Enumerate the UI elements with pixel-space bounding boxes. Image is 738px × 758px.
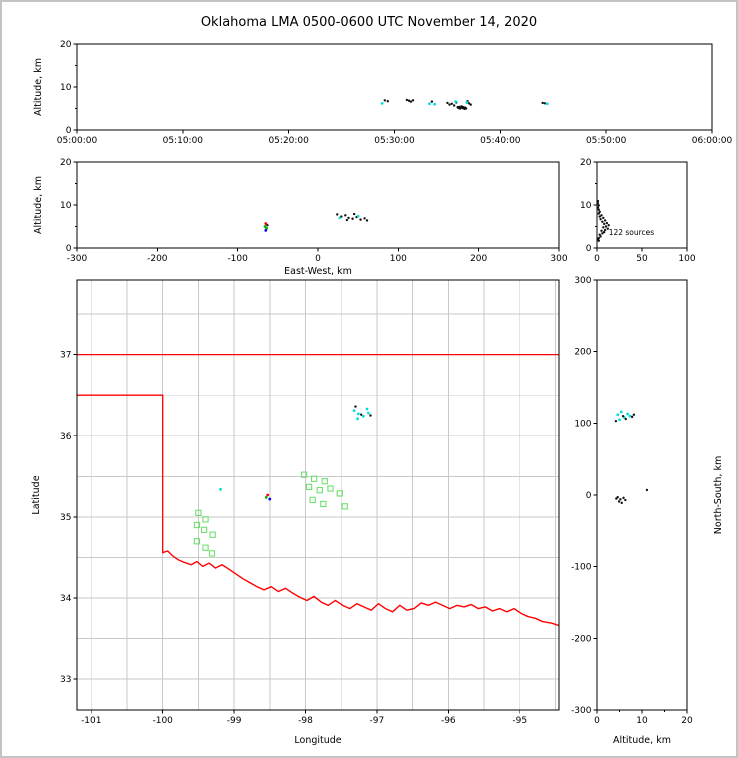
svg-text:0: 0 [594, 716, 600, 726]
svg-text:05:30:00: 05:30:00 [374, 136, 415, 146]
svg-text:200: 200 [470, 254, 487, 264]
svg-text:100: 100 [390, 254, 407, 264]
svg-text:-101: -101 [81, 716, 101, 726]
svg-text:0: 0 [315, 254, 321, 264]
svg-text:300: 300 [550, 254, 567, 264]
svg-text:Altitude, km: Altitude, km [613, 735, 671, 746]
svg-text:Altitude, km: Altitude, km [33, 176, 44, 234]
svg-text:-300: -300 [571, 706, 592, 716]
svg-text:05:20:00: 05:20:00 [268, 136, 309, 146]
svg-text:-200: -200 [571, 634, 592, 644]
svg-text:East-West, km: East-West, km [284, 266, 352, 277]
svg-text:05:10:00: 05:10:00 [163, 136, 204, 146]
svg-text:-96: -96 [441, 716, 456, 726]
svg-text:10: 10 [60, 83, 72, 93]
svg-text:-100: -100 [152, 716, 173, 726]
svg-text:33: 33 [60, 675, 71, 685]
svg-text:0: 0 [66, 244, 72, 254]
svg-text:20: 20 [60, 40, 72, 50]
svg-text:20: 20 [580, 158, 592, 168]
svg-text:20: 20 [60, 158, 72, 168]
svg-text:North-South, km: North-South, km [713, 456, 724, 534]
svg-text:0: 0 [594, 254, 600, 264]
svg-text:05:50:00: 05:50:00 [586, 136, 627, 146]
svg-text:20: 20 [681, 716, 693, 726]
svg-text:-98: -98 [298, 716, 313, 726]
svg-text:36: 36 [60, 432, 72, 442]
svg-text:Latitude: Latitude [31, 475, 42, 514]
svg-text:-300: -300 [67, 254, 88, 264]
svg-text:-95: -95 [512, 716, 527, 726]
svg-text:10: 10 [636, 716, 648, 726]
svg-text:Longitude: Longitude [294, 735, 341, 746]
svg-text:200: 200 [574, 348, 591, 358]
figure-title: Oklahoma LMA 0500-0600 UTC November 14, … [200, 15, 538, 30]
svg-text:06:00:00: 06:00:00 [692, 136, 733, 146]
svg-text:-100: -100 [571, 563, 592, 573]
svg-text:10: 10 [60, 201, 72, 211]
svg-text:300: 300 [574, 276, 591, 286]
svg-text:-97: -97 [370, 716, 385, 726]
svg-text:Altitude, km: Altitude, km [33, 58, 44, 116]
svg-text:122 sources: 122 sources [609, 228, 655, 237]
svg-text:0: 0 [586, 244, 592, 254]
svg-text:50: 50 [636, 254, 648, 264]
svg-text:-99: -99 [227, 716, 242, 726]
svg-text:100: 100 [678, 254, 695, 264]
svg-text:-200: -200 [147, 254, 168, 264]
svg-text:0: 0 [586, 491, 592, 501]
svg-text:100: 100 [574, 419, 591, 429]
svg-text:05:00:00: 05:00:00 [57, 136, 98, 146]
svg-text:37: 37 [60, 351, 71, 361]
svg-text:35: 35 [60, 513, 71, 523]
svg-text:0: 0 [66, 126, 72, 136]
svg-text:05:40:00: 05:40:00 [480, 136, 521, 146]
svg-text:34: 34 [60, 594, 72, 604]
svg-text:10: 10 [580, 201, 592, 211]
svg-text:-100: -100 [227, 254, 248, 264]
